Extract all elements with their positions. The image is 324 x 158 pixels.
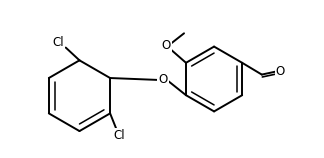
Text: O: O — [162, 39, 171, 52]
Text: O: O — [276, 65, 285, 78]
Text: Cl: Cl — [52, 36, 64, 49]
Text: Cl: Cl — [113, 129, 125, 143]
Text: O: O — [158, 73, 168, 86]
